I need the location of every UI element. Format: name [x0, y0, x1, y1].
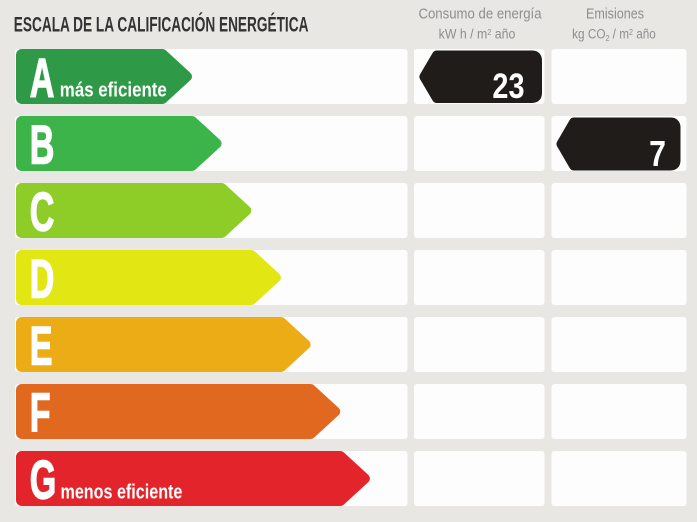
svg-text:B: B — [30, 114, 55, 175]
svg-text:D: D — [30, 248, 55, 309]
svg-text:7: 7 — [649, 135, 666, 175]
svg-text:más eficiente: más eficiente — [60, 78, 167, 101]
svg-text:F: F — [30, 382, 51, 443]
svg-text:23: 23 — [492, 67, 524, 106]
svg-text:A: A — [30, 47, 55, 108]
svg-text:Consumo de energía: Consumo de energía — [418, 4, 541, 21]
svg-text:menos eficiente: menos eficiente — [61, 481, 183, 503]
svg-text:E: E — [30, 315, 53, 376]
svg-text:G: G — [30, 449, 57, 510]
svg-text:Emisiones: Emisiones — [586, 4, 644, 21]
svg-text:C: C — [30, 181, 55, 242]
svg-text:kg CO2 / m2 año: kg CO2 / m2 año — [572, 26, 656, 44]
svg-text:ESCALA DE LA CALIFICACIÓN ENER: ESCALA DE LA CALIFICACIÓN ENERGÉTICA — [14, 12, 309, 37]
svg-text:kW h / m2 año: kW h / m2 año — [439, 26, 516, 42]
